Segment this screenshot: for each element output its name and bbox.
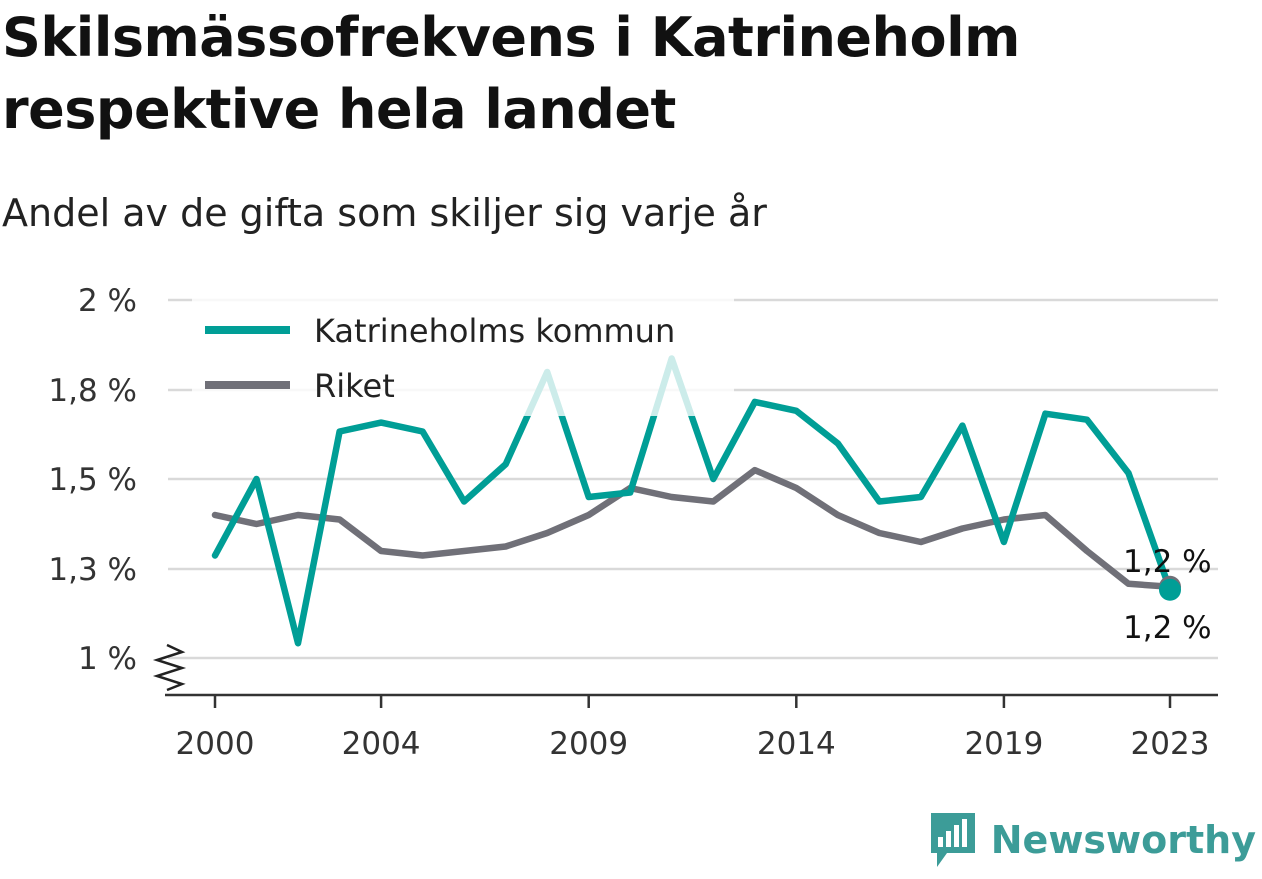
y-tick-label: 1,8 % [48, 373, 137, 409]
x-tick-label: 2000 [176, 726, 255, 762]
y-axis-ticks: 1 % 1,3 % 1,5 % 1,8 % 2 % [48, 283, 137, 677]
end-labels: 1,2 % 1,2 % [1123, 544, 1212, 646]
chart-title: Skilsmässofrekvens i Katrineholm respekt… [2, 6, 1020, 141]
x-axis-ticks: 2000 2004 2009 2014 2019 2023 [176, 695, 1210, 762]
newsworthy-logo-icon [930, 813, 975, 867]
x-axis [152, 643, 1218, 697]
legend-label-katrineholm: Katrineholms kommun [314, 312, 675, 350]
brand-name: Newsworthy [990, 818, 1256, 862]
y-tick-label: 2 % [78, 283, 137, 319]
y-tick-label: 1 % [78, 641, 137, 677]
series-line-katrineholm [211, 355, 1174, 647]
series-lines [211, 355, 1181, 647]
legend-background [192, 298, 734, 416]
y-tick-label: 1,3 % [48, 552, 137, 588]
x-tick-label: 2009 [549, 726, 628, 762]
x-tick-label: 2023 [1131, 726, 1210, 762]
x-tick-label: 2019 [964, 726, 1043, 762]
axis-break-icon [152, 643, 187, 692]
legend-label-riket: Riket [314, 367, 395, 405]
x-tick-label: 2004 [342, 726, 421, 762]
brand-logo: Newsworthy [929, 811, 1256, 869]
legend: Katrineholms kommun Riket [192, 298, 734, 416]
x-tick-label: 2014 [757, 726, 836, 762]
y-tick-label: 1,5 % [48, 462, 137, 498]
end-label-riket: 1,2 % [1123, 610, 1212, 646]
chart-subtitle: Andel av de gifta som skiljer sig varje … [2, 191, 767, 235]
end-point-katrineholm [1159, 578, 1181, 601]
end-label-katrineholm: 1,2 % [1123, 544, 1212, 580]
